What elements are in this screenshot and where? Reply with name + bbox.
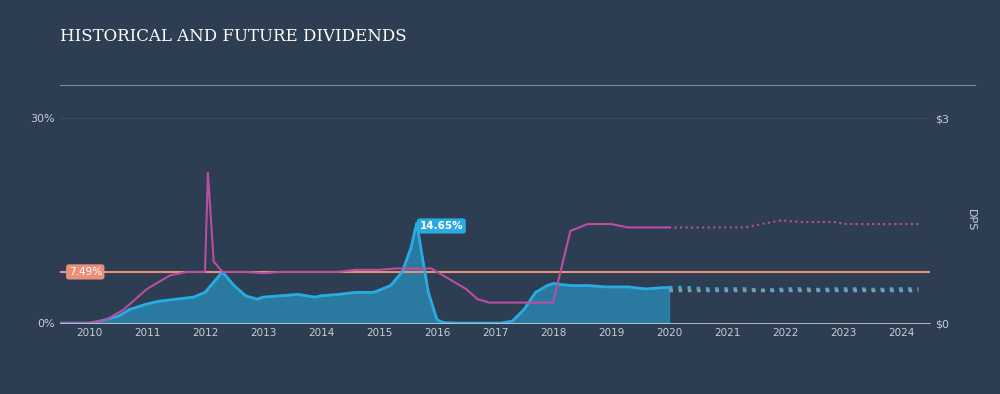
Text: 7.49%: 7.49%: [69, 267, 102, 277]
Text: HISTORICAL AND FUTURE DIVIDENDS: HISTORICAL AND FUTURE DIVIDENDS: [60, 28, 407, 45]
Text: 14.65%: 14.65%: [420, 221, 463, 231]
Y-axis label: DPS: DPS: [966, 210, 976, 232]
